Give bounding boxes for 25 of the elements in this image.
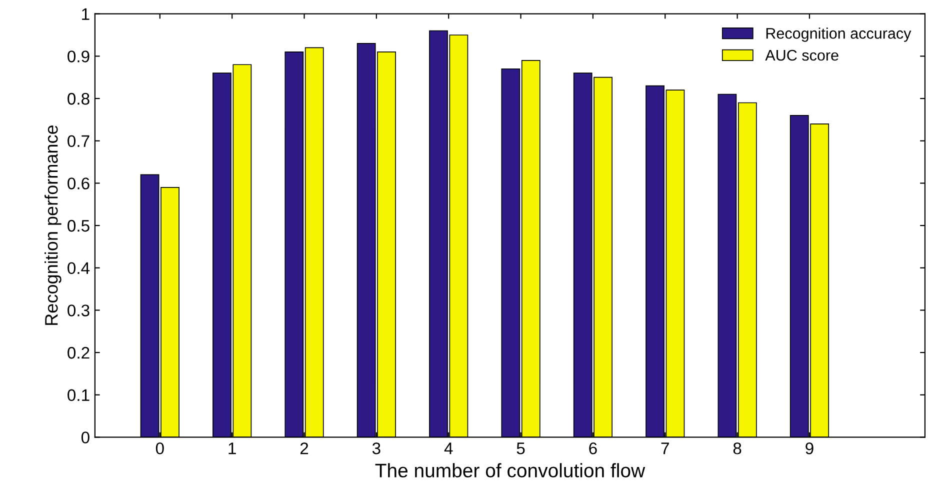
x-tick-label: 0 bbox=[156, 442, 164, 454]
x-tick-label: 3 bbox=[372, 442, 380, 454]
x-axis-title: The number of convolution flow bbox=[375, 463, 646, 478]
x-tick-label: 4 bbox=[444, 442, 453, 454]
y-tick-label: 0.8 bbox=[68, 92, 90, 105]
x-tick-label: 1 bbox=[228, 442, 236, 454]
y-tick-label: 0.9 bbox=[68, 50, 90, 62]
legend-label: AUC score bbox=[765, 50, 838, 61]
x-tick-label: 6 bbox=[589, 442, 597, 454]
x-tick-label: 7 bbox=[661, 442, 669, 454]
x-tick-label: 5 bbox=[516, 442, 525, 454]
x-tick-label: 9 bbox=[806, 442, 814, 454]
y-tick-label: 0.5 bbox=[68, 220, 90, 232]
y-tick-label: 0 bbox=[81, 432, 90, 444]
y-axis-title: Recognition performance bbox=[44, 125, 62, 325]
legend-label: Recognition accuracy bbox=[766, 28, 912, 42]
y-tick-label: 0.1 bbox=[68, 389, 90, 402]
y-tick-label: 1 bbox=[82, 8, 90, 20]
y-tick-label: 0.6 bbox=[68, 178, 90, 190]
x-tick-label: 8 bbox=[733, 442, 742, 454]
y-tick-label: 0.3 bbox=[68, 304, 90, 316]
x-tick-label: 2 bbox=[300, 442, 308, 454]
y-tick-label: 0.2 bbox=[68, 346, 90, 359]
y-tick-label: 0.7 bbox=[68, 135, 90, 148]
y-tick-label: 0.4 bbox=[68, 262, 90, 274]
